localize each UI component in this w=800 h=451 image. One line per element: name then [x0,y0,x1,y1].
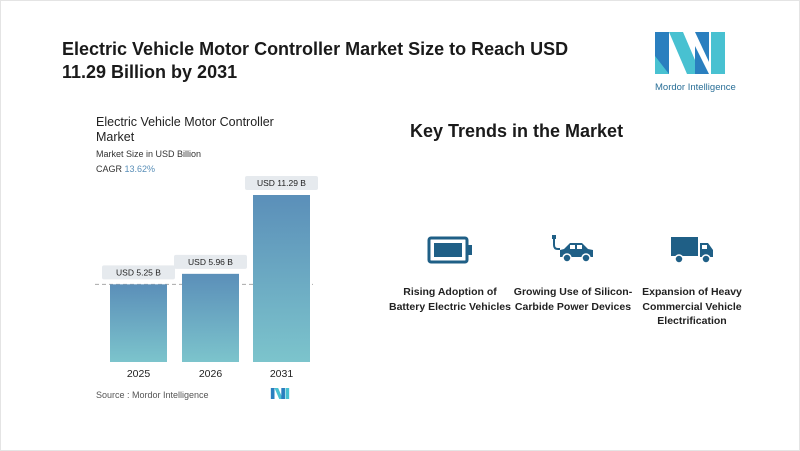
page-title: Electric Vehicle Motor Controller Market… [62,39,569,82]
trend-label: Rising Adoption of Battery Electric Vehi… [389,286,511,313]
x-tick-label: 2031 [270,368,294,380]
data-label-bg [174,254,247,269]
electric-car-icon [552,235,593,263]
mordor-logo: Mordor Intelligence [655,32,745,93]
trend-label: Growing Use of Silicon-Carbide Power Dev… [513,286,633,313]
cagr: CAGR 13.62% [96,164,155,174]
chart-title: Electric Vehicle Motor Controller Market [96,115,274,144]
trend-item: Growing Use of Silicon-Carbide Power Dev… [508,235,638,314]
bar-2031 [253,195,310,362]
cagr-value: 13.62% [124,164,156,174]
cagr-label: CAGR [96,164,123,174]
source-logo-icon [270,388,290,399]
chart-source: Source : Mordor Intelligence [96,390,209,400]
trend-item: Expansion of Heavy Commercial Vehicle El… [627,235,757,329]
data-label-bg [102,265,175,280]
trend-label: Expansion of Heavy Commercial Vehicle El… [642,286,742,327]
data-label-bg [245,176,318,190]
x-tick-label: 2025 [127,368,151,380]
logo-text: Mordor Intelligence [655,82,736,93]
trend-item: Rising Adoption of Battery Electric Vehi… [385,235,515,314]
data-label: USD 11.29 B [257,178,306,188]
bar-2025 [110,284,167,362]
x-tick-label: 2026 [199,368,223,380]
data-label: USD 5.25 B [116,267,161,277]
data-label: USD 5.96 B [188,257,233,267]
truck-icon [671,237,713,264]
logo-mark-icon [655,32,725,74]
chart-subtitle: Market Size in USD Billion [96,149,202,159]
battery-icon [427,236,472,264]
bar-2026 [182,273,239,362]
key-trends-heading: Key Trends in the Market [410,121,624,141]
